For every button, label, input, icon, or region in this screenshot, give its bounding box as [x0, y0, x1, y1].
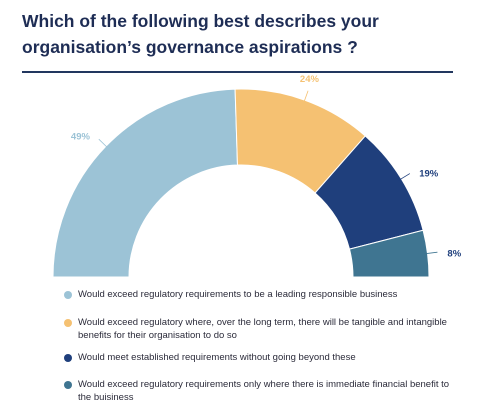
- data-label-1: 49%: [71, 131, 91, 142]
- legend-label: Would meet established requirements with…: [78, 352, 356, 363]
- legend-label: Would exceed regulatory requirements onl…: [78, 379, 450, 403]
- leader-line-4: [424, 251, 438, 255]
- chart-title: Which of the following best describes yo…: [22, 11, 379, 57]
- semi-donut-chart: 49% 24% 19% 8%: [52, 74, 462, 278]
- legend-swatch: [64, 381, 72, 389]
- slice-1: [52, 88, 238, 278]
- leader-line-1: [98, 138, 109, 149]
- legend-swatch: [64, 319, 72, 327]
- slice-4: [348, 229, 430, 278]
- data-label-3: 19%: [419, 168, 439, 179]
- legend-label: Would exceed regulatory requirements to …: [78, 289, 398, 300]
- legend-swatch: [64, 354, 72, 362]
- title-divider: [22, 71, 453, 73]
- leader-line-2: [303, 90, 309, 104]
- leader-line-3: [398, 173, 411, 181]
- data-label-2: 24%: [300, 74, 320, 85]
- legend-label: Would exceed regulatory where, over the …: [78, 317, 447, 341]
- legend-swatch: [64, 291, 72, 299]
- data-label-4: 8%: [447, 249, 461, 260]
